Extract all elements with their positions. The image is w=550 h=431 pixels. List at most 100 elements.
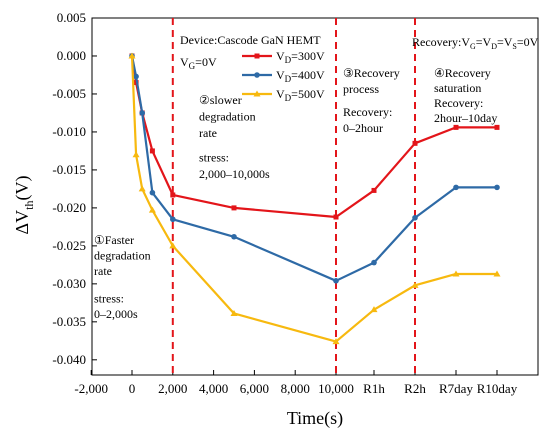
stage-annotations: ①Fasterdegradationratestress:0–2,000s②sl… <box>94 66 497 321</box>
stage2-line: degradation <box>199 110 256 124</box>
stage1-line: rate <box>94 264 112 278</box>
plot-frame <box>91 17 539 376</box>
stage3-line: Recovery: <box>343 105 392 119</box>
y-axis-title: ΔVth(V) <box>12 176 36 235</box>
legend-marker <box>254 72 260 78</box>
stage3-line: 0–2hour <box>343 121 383 135</box>
legend-marker <box>254 53 260 59</box>
recovery-condition: Recovery:VG=VD=VS=0V <box>412 35 539 51</box>
series-point <box>494 184 500 191</box>
y-tick-label: -0.030 <box>52 276 86 291</box>
stage2-line: ②slower <box>199 93 242 107</box>
series-group <box>128 52 501 345</box>
vg-rest: =0V <box>195 55 217 69</box>
y-tick-label: -0.025 <box>52 238 86 253</box>
x-tick-label: 2,000 <box>158 381 187 396</box>
series-point <box>132 151 140 158</box>
rc-3: =V <box>497 35 513 49</box>
series-point <box>371 259 377 266</box>
series-point <box>412 140 418 146</box>
series-point <box>230 309 238 316</box>
series-point <box>128 52 136 59</box>
series-point <box>371 187 377 193</box>
device-label: Device:Cascode GaN HEMT <box>180 33 321 47</box>
series-point <box>231 233 237 240</box>
y-axis-title-unit: (V) <box>12 176 33 201</box>
legend-label-main: V <box>276 68 285 82</box>
legend-label-main: V <box>276 87 285 101</box>
x-tick-label: 4,000 <box>199 381 228 396</box>
x-tick-label: 6,000 <box>240 381 269 396</box>
series-point <box>452 270 460 277</box>
y-axis-ticks: 0.005 0.000 -0.005 -0.010 -0.015 -0.020 -0.025… <box>52 10 97 367</box>
stage2-line: rate <box>199 126 217 140</box>
legend-label: VD=400V <box>276 68 325 84</box>
stage1-line: ①Faster <box>94 233 134 247</box>
x-tick-label: R2h <box>404 381 426 396</box>
legend-label-main: V <box>276 49 285 63</box>
stage4-line: Recovery: <box>434 96 483 110</box>
legend-label: VD=300V <box>276 49 325 65</box>
series-point <box>412 214 418 221</box>
stage4-line: ④Recovery <box>434 66 491 80</box>
series-point <box>148 206 156 213</box>
x-tick-label: -2,000 <box>74 381 108 396</box>
y-tick-label: -0.005 <box>52 86 86 101</box>
stage3-line: ③Recovery <box>343 66 400 80</box>
series-point <box>170 216 176 223</box>
y-tick-label: -0.035 <box>52 314 86 329</box>
y-tick-label: -0.020 <box>52 200 86 215</box>
x-axis-title: Time(s) <box>287 408 343 429</box>
legend-marker <box>253 90 261 97</box>
rc-4: =0V <box>517 35 539 49</box>
series-point <box>453 184 459 191</box>
series-point <box>139 110 145 116</box>
stage4-line: saturation <box>434 81 481 95</box>
series-point <box>332 338 340 345</box>
stage1-line: degradation <box>94 249 151 263</box>
x-tick-label: 0 <box>129 381 136 396</box>
vg-label: VG=0V <box>180 55 217 71</box>
series-point <box>133 73 139 80</box>
legend-label-rest: =300V <box>291 49 325 63</box>
legend-label: VD=500V <box>276 87 325 103</box>
series-point <box>149 148 155 154</box>
rc-1: Recovery:V <box>412 35 470 49</box>
x-tick-label: R10day <box>477 381 518 396</box>
rc-2: =V <box>476 35 492 49</box>
series-point <box>169 242 177 249</box>
legend-label-sub: D <box>285 55 292 65</box>
x-tick-label: 8,000 <box>281 381 310 396</box>
legend-label-sub: D <box>285 93 292 103</box>
stage2-line: 2,000–10,000s <box>199 167 270 181</box>
legend-label-sub: D <box>285 74 292 84</box>
series-point <box>333 214 339 220</box>
rc-sub1: G <box>470 42 476 51</box>
legend-label-rest: =500V <box>291 87 325 101</box>
series-point <box>333 278 339 284</box>
x-tick-label: R1h <box>363 381 385 396</box>
stage1-line: stress: <box>94 292 124 306</box>
series-point <box>231 205 237 211</box>
y-axis-title-main: ΔV <box>12 210 32 235</box>
rc-sub2: D <box>491 42 497 51</box>
stage1-line: 0–2,000s <box>94 307 138 321</box>
series-point <box>494 124 500 130</box>
y-tick-label: -0.015 <box>52 162 86 177</box>
legend-label-rest: =400V <box>291 68 325 82</box>
series-point <box>138 185 146 192</box>
y-tick-label: 0.000 <box>57 48 86 63</box>
y-tick-label: 0.005 <box>57 10 86 25</box>
stage2-line: stress: <box>199 151 229 165</box>
y-tick-label: -0.040 <box>52 352 86 367</box>
series-point <box>370 306 378 313</box>
y-axis-title-sub: th <box>22 201 36 210</box>
series-point <box>493 270 501 277</box>
series-point <box>453 124 459 130</box>
series-point <box>170 192 176 198</box>
stage3-line: process <box>343 82 379 96</box>
x-tick-label: 10,000 <box>318 381 354 396</box>
x-tick-label: R7day <box>439 381 473 396</box>
